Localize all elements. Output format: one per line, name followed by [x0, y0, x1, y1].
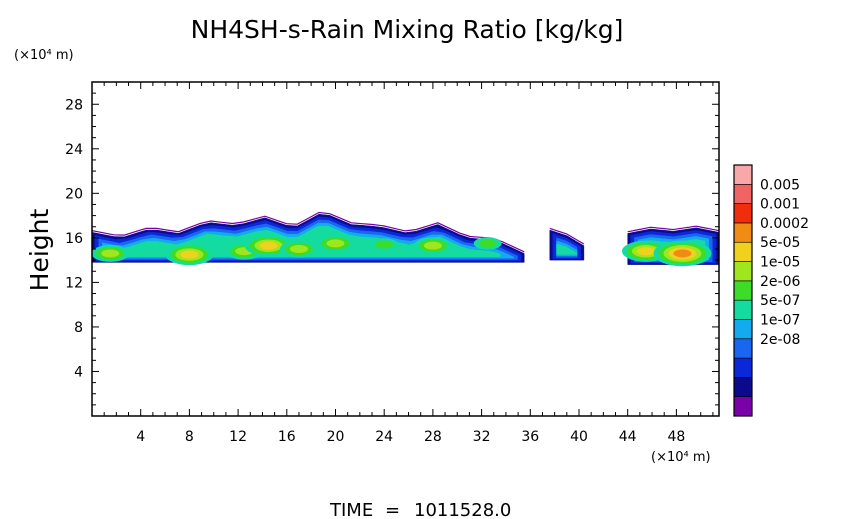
y-axis-ticks: 4 8 12 16 20 24 28 [65, 92, 719, 406]
field-layer [556, 243, 578, 255]
y-tick-label: 28 [65, 97, 83, 113]
x-axis-unit: (×10⁴ m) [651, 450, 711, 465]
y-tick-label: 16 [65, 231, 83, 247]
colorbar-label: 5e-05 [760, 235, 800, 251]
x-tick-label: 12 [229, 429, 247, 445]
field-core [478, 239, 497, 248]
colorbar-swatch [733, 319, 753, 340]
chart-title: NH4SH-s-Rain Mixing Ratio [kg/kg] [191, 15, 624, 44]
colorbar-frame [733, 164, 753, 417]
colorbar-label: 5e-07 [760, 293, 800, 309]
field-core [326, 239, 345, 248]
colorbar: 0.005 0.001 0.0002 5e-05 1e-05 2e-06 5e-07 1e-0… [733, 164, 809, 417]
time-equals: = [385, 500, 400, 519]
x-tick-label: 48 [667, 429, 685, 445]
time-label: TIME [329, 500, 373, 519]
colorbar-swatch [733, 396, 753, 417]
time-value: 1011528.0 [414, 500, 511, 519]
field-rim [627, 225, 719, 233]
y-tick-label: 12 [65, 275, 83, 291]
x-tick-label: 4 [136, 429, 145, 445]
x-tick-label: 28 [424, 429, 442, 445]
y-axis-label: Height [25, 208, 54, 291]
colorbar-swatch [733, 261, 753, 282]
colorbar-swatch [733, 338, 753, 359]
colorbar-label: 0.001 [760, 197, 800, 213]
colorbar-label: 1e-07 [760, 312, 800, 328]
x-axis-ticks: 4 8 12 16 20 24 28 32 36 40 44 48 [103, 82, 714, 445]
colorbar-swatch [733, 357, 753, 378]
y-tick-label: 8 [74, 320, 83, 336]
x-tick-label: 24 [375, 429, 393, 445]
colorbar-label: 0.0002 [760, 216, 809, 232]
colorbar-swatch [733, 184, 753, 204]
x-tick-label: 32 [473, 429, 491, 445]
x-tick-label: 36 [521, 429, 539, 445]
y-tick-label: 20 [65, 186, 83, 202]
colorbar-label: 2e-06 [760, 274, 800, 290]
x-tick-label: 8 [185, 429, 194, 445]
colorbar-swatch [733, 222, 753, 243]
field-core [101, 249, 120, 258]
field-core [375, 240, 394, 249]
x-tick-label: 16 [278, 429, 296, 445]
y-axis-unit: (×10⁴ m) [14, 48, 74, 63]
field-core [259, 241, 278, 250]
colorbar-label: 1e-05 [760, 255, 800, 271]
colorbar-swatch [733, 164, 753, 185]
x-tick-label: 40 [570, 429, 588, 445]
x-tick-label: 20 [327, 429, 345, 445]
colorbar-label: 0.005 [760, 177, 800, 193]
field-rim [549, 227, 585, 245]
field-core [423, 241, 442, 250]
field-core [673, 249, 692, 258]
field-core [180, 250, 199, 259]
field-rim [92, 211, 525, 253]
colorbar-swatch [733, 241, 753, 262]
time-footer: TIME = 1011528.0 [329, 500, 511, 519]
mixing-ratio-field [92, 211, 719, 267]
colorbar-swatch [733, 299, 753, 320]
colorbar-label: 2e-08 [760, 332, 800, 348]
y-tick-label: 24 [65, 142, 83, 158]
colorbar-swatch [733, 377, 753, 397]
field-core [289, 245, 308, 253]
y-tick-label: 4 [74, 364, 83, 380]
x-tick-label: 44 [619, 429, 637, 445]
colorbar-swatch [733, 203, 753, 224]
field-core [636, 247, 655, 256]
colorbar-swatch [733, 280, 753, 301]
